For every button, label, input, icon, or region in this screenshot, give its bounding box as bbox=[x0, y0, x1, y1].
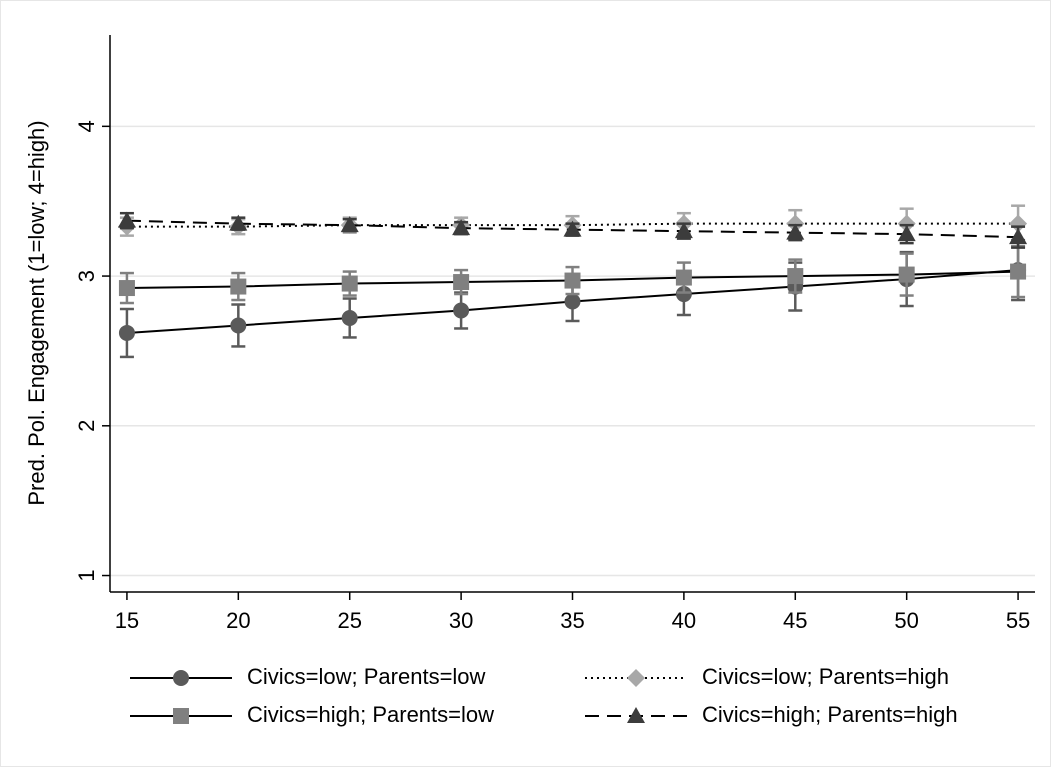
y-tick-label: 1 bbox=[74, 569, 99, 581]
x-tick-label: 40 bbox=[672, 608, 696, 633]
marker bbox=[173, 708, 189, 724]
marker bbox=[675, 286, 692, 303]
marker bbox=[627, 707, 645, 723]
x-tick-label: 25 bbox=[337, 608, 361, 633]
x-tick-label: 30 bbox=[449, 608, 473, 633]
marker bbox=[453, 274, 470, 291]
marker bbox=[897, 214, 916, 233]
marker bbox=[229, 214, 248, 231]
marker bbox=[340, 216, 359, 233]
marker bbox=[1009, 228, 1028, 245]
marker bbox=[564, 272, 581, 289]
marker bbox=[453, 302, 470, 319]
y-tick-label: 3 bbox=[74, 270, 99, 282]
y-tick-label: 4 bbox=[74, 120, 99, 132]
marker bbox=[452, 219, 471, 236]
x-tick-label: 55 bbox=[1006, 608, 1030, 633]
marker bbox=[341, 275, 358, 292]
marker bbox=[898, 266, 915, 283]
y-tick-label: 2 bbox=[74, 420, 99, 432]
marker bbox=[674, 222, 693, 239]
marker bbox=[563, 220, 582, 237]
y-axis-label: Pred. Pol. Engagement (1=low; 4=high) bbox=[24, 120, 49, 505]
x-tick-label: 15 bbox=[115, 608, 139, 633]
legend-label: Civics=high; Parents=low bbox=[247, 702, 494, 727]
marker bbox=[786, 223, 805, 240]
legend-label: Civics=low; Parents=low bbox=[247, 664, 486, 689]
marker bbox=[117, 211, 136, 228]
marker bbox=[173, 670, 189, 686]
marker bbox=[118, 324, 135, 341]
marker bbox=[1010, 263, 1027, 280]
marker bbox=[1009, 214, 1028, 233]
marker bbox=[118, 280, 135, 297]
legend-label: Civics=high; Parents=high bbox=[702, 702, 958, 727]
x-tick-label: 45 bbox=[783, 608, 807, 633]
marker bbox=[897, 225, 916, 242]
x-tick-label: 50 bbox=[894, 608, 918, 633]
marker bbox=[564, 293, 581, 310]
marker bbox=[230, 278, 247, 295]
marker bbox=[341, 309, 358, 326]
marker bbox=[627, 669, 645, 687]
x-tick-label: 35 bbox=[560, 608, 584, 633]
marker bbox=[787, 268, 804, 285]
marker bbox=[675, 269, 692, 286]
x-tick-label: 20 bbox=[226, 608, 250, 633]
marker bbox=[230, 317, 247, 334]
legend-label: Civics=low; Parents=high bbox=[702, 664, 949, 689]
